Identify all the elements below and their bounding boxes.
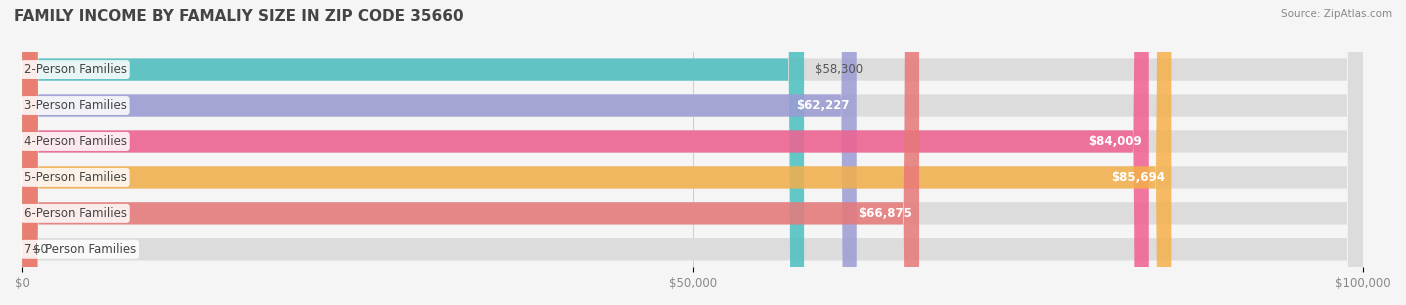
Text: $62,227: $62,227 xyxy=(797,99,851,112)
Text: 7+ Person Families: 7+ Person Families xyxy=(24,243,136,256)
FancyBboxPatch shape xyxy=(22,0,920,305)
Text: $84,009: $84,009 xyxy=(1088,135,1142,148)
FancyBboxPatch shape xyxy=(22,0,1364,305)
Text: $0: $0 xyxy=(34,243,48,256)
Text: $85,694: $85,694 xyxy=(1111,171,1164,184)
FancyBboxPatch shape xyxy=(22,0,1364,305)
Text: 2-Person Families: 2-Person Families xyxy=(24,63,127,76)
Text: 6-Person Families: 6-Person Families xyxy=(24,207,127,220)
Text: 4-Person Families: 4-Person Families xyxy=(24,135,127,148)
FancyBboxPatch shape xyxy=(22,0,1364,305)
Text: 3-Person Families: 3-Person Families xyxy=(24,99,127,112)
FancyBboxPatch shape xyxy=(22,0,856,305)
Text: FAMILY INCOME BY FAMALIY SIZE IN ZIP CODE 35660: FAMILY INCOME BY FAMALIY SIZE IN ZIP COD… xyxy=(14,9,464,24)
FancyBboxPatch shape xyxy=(22,0,1364,305)
FancyBboxPatch shape xyxy=(22,0,1364,305)
FancyBboxPatch shape xyxy=(22,0,804,305)
Text: Source: ZipAtlas.com: Source: ZipAtlas.com xyxy=(1281,9,1392,19)
FancyBboxPatch shape xyxy=(22,0,1171,305)
FancyBboxPatch shape xyxy=(22,0,1364,305)
FancyBboxPatch shape xyxy=(22,0,1149,305)
Text: 5-Person Families: 5-Person Families xyxy=(24,171,127,184)
Text: $58,300: $58,300 xyxy=(815,63,863,76)
Text: $66,875: $66,875 xyxy=(859,207,912,220)
